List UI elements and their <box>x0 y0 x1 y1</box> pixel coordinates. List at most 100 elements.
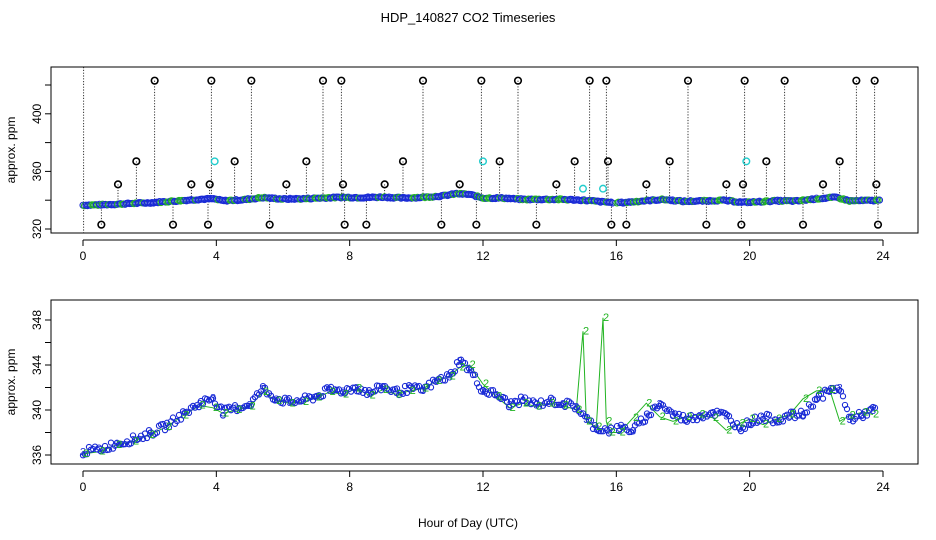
series-3-point <box>371 388 379 395</box>
series-3-label: 3 <box>480 386 486 398</box>
spike-point <box>495 157 504 166</box>
series-3-point <box>467 366 475 373</box>
flagged-point <box>579 184 588 193</box>
spike-point <box>203 220 213 229</box>
series-3-point <box>503 398 511 405</box>
x-tick-label: 20 <box>743 480 757 494</box>
series-2-label: 2 <box>483 378 489 390</box>
series-3-point <box>349 384 357 391</box>
spike-point <box>282 180 291 189</box>
series-3-label: 3 <box>163 421 169 433</box>
series-3-label: 3 <box>113 439 119 451</box>
series-3-point <box>749 420 757 427</box>
series-3-label: 3 <box>617 423 623 435</box>
series-3-label: 3 <box>760 412 766 424</box>
series-2-label: 2 <box>726 424 732 436</box>
series-3-point <box>545 400 553 407</box>
series-3-point <box>257 388 265 395</box>
series-3-label: 3 <box>457 356 463 368</box>
series-2-label: 2 <box>410 385 416 397</box>
series-3-label: 3 <box>683 414 689 426</box>
series-3-point <box>209 395 217 402</box>
series-3-label: 3 <box>573 402 579 414</box>
spike-point <box>570 157 579 166</box>
series-3-label: 3 <box>657 398 663 410</box>
series-3-point <box>401 382 409 390</box>
series-2-label: 2 <box>863 406 869 418</box>
series-2-label: 2 <box>840 415 846 427</box>
series-2-label: 2 <box>183 410 189 422</box>
spike-point <box>337 76 346 85</box>
series-2-label: 2 <box>83 448 89 460</box>
series-3-label: 3 <box>80 447 86 459</box>
series-3-label: 3 <box>583 414 589 426</box>
spike-point <box>737 220 746 229</box>
series-3-point <box>247 402 255 409</box>
series-3-point <box>515 401 523 409</box>
spike-point <box>398 157 408 166</box>
series-3-label: 3 <box>407 384 413 396</box>
series-3-point <box>261 384 269 391</box>
series-3-point <box>843 405 851 413</box>
series-3-label: 3 <box>773 415 779 427</box>
top-y-axis-label: approx. ppm <box>4 117 18 184</box>
series-2-label: 2 <box>620 427 626 439</box>
series-2-label: 2 <box>740 418 746 430</box>
series-3-point <box>143 434 151 442</box>
spike-point <box>338 180 348 189</box>
series-2-label: 2 <box>576 404 582 416</box>
series-2-label: 2 <box>646 397 652 409</box>
spike-point <box>340 220 349 229</box>
series-3-label: 3 <box>533 399 539 411</box>
series-3-point <box>403 389 411 397</box>
figure-title: HDP_140827 CO2 Timeseries <box>381 10 556 25</box>
spike-point <box>585 76 594 85</box>
series-3-label: 3 <box>97 444 103 456</box>
series-3-point <box>441 377 449 384</box>
series-2-label: 2 <box>290 397 296 409</box>
series-3-point <box>553 401 561 409</box>
series-2-label: 2 <box>316 392 322 404</box>
spike-point <box>852 76 861 85</box>
series-3-label: 3 <box>837 383 843 395</box>
series-2-label: 2 <box>100 446 106 458</box>
series-2-label: 2 <box>700 409 706 421</box>
top-baseline-point <box>839 195 848 203</box>
series-2-label: 2 <box>583 325 589 337</box>
series-3-point <box>439 377 447 384</box>
spike-point <box>722 180 731 189</box>
series-3-label: 3 <box>393 387 399 399</box>
series-3-label: 3 <box>340 386 346 398</box>
series-2-label: 2 <box>790 409 796 421</box>
series-3-point <box>153 429 161 436</box>
series-3-point <box>863 412 871 419</box>
series-3-point <box>199 400 207 407</box>
spike-point <box>872 180 881 189</box>
top-plot-frame <box>50 66 919 234</box>
series-3-label: 3 <box>210 393 216 405</box>
bottom-y-axis-label: approx. ppm <box>4 349 18 416</box>
series-3-label: 3 <box>697 411 703 423</box>
spike-point <box>455 180 464 189</box>
series-3-label: 3 <box>520 395 526 407</box>
bottom-x-axis: 0 4 8 12 16 20 24 <box>80 470 890 494</box>
series-2-label: 2 <box>250 401 256 413</box>
top-baseline-point <box>470 191 479 200</box>
series-3-label: 3 <box>147 429 153 441</box>
series-3-point <box>185 409 193 417</box>
spike-point <box>168 220 178 229</box>
series-2-label: 2 <box>133 436 139 448</box>
series-2-label: 2 <box>330 386 336 398</box>
series-3-point <box>679 411 687 419</box>
spike-point <box>187 180 196 189</box>
series-3-label: 3 <box>260 384 266 396</box>
series-2-label: 2 <box>776 413 782 425</box>
series-3-point <box>789 408 797 415</box>
series-3-point <box>255 391 263 398</box>
y-tick-label: 348 <box>30 310 44 330</box>
x-tick-label: 16 <box>610 480 624 494</box>
flagged-point <box>210 157 219 166</box>
series-3-label: 3 <box>737 423 743 435</box>
spike-point <box>738 180 748 189</box>
